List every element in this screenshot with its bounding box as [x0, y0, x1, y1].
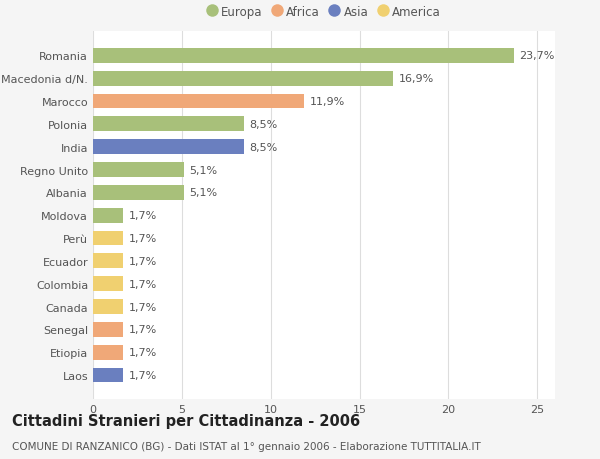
Bar: [93, 254, 123, 269]
Text: 1,7%: 1,7%: [128, 370, 157, 380]
Text: 23,7%: 23,7%: [520, 51, 555, 61]
Text: 1,7%: 1,7%: [128, 211, 157, 221]
Bar: [93, 277, 123, 291]
Bar: [93, 185, 184, 200]
Text: 8,5%: 8,5%: [250, 142, 278, 152]
Text: 1,7%: 1,7%: [128, 302, 157, 312]
Bar: [93, 95, 304, 109]
Bar: [93, 117, 244, 132]
Text: 11,9%: 11,9%: [310, 97, 345, 107]
Text: 8,5%: 8,5%: [250, 120, 278, 129]
Bar: [93, 140, 244, 155]
Bar: [93, 49, 514, 64]
Bar: [93, 163, 184, 178]
Bar: [93, 322, 123, 337]
Text: 16,9%: 16,9%: [398, 74, 434, 84]
Text: 1,7%: 1,7%: [128, 234, 157, 244]
Bar: [93, 72, 394, 86]
Text: 1,7%: 1,7%: [128, 347, 157, 358]
Bar: [93, 231, 123, 246]
Bar: [93, 368, 123, 383]
Legend: Europa, Africa, Asia, America: Europa, Africa, Asia, America: [203, 3, 445, 22]
Text: 1,7%: 1,7%: [128, 256, 157, 266]
Bar: [93, 208, 123, 223]
Text: 1,7%: 1,7%: [128, 325, 157, 335]
Text: COMUNE DI RANZANICO (BG) - Dati ISTAT al 1° gennaio 2006 - Elaborazione TUTTITAL: COMUNE DI RANZANICO (BG) - Dati ISTAT al…: [12, 441, 481, 451]
Text: 1,7%: 1,7%: [128, 279, 157, 289]
Bar: [93, 345, 123, 360]
Text: 5,1%: 5,1%: [189, 188, 217, 198]
Bar: [93, 299, 123, 314]
Text: Cittadini Stranieri per Cittadinanza - 2006: Cittadini Stranieri per Cittadinanza - 2…: [12, 413, 360, 428]
Text: 5,1%: 5,1%: [189, 165, 217, 175]
